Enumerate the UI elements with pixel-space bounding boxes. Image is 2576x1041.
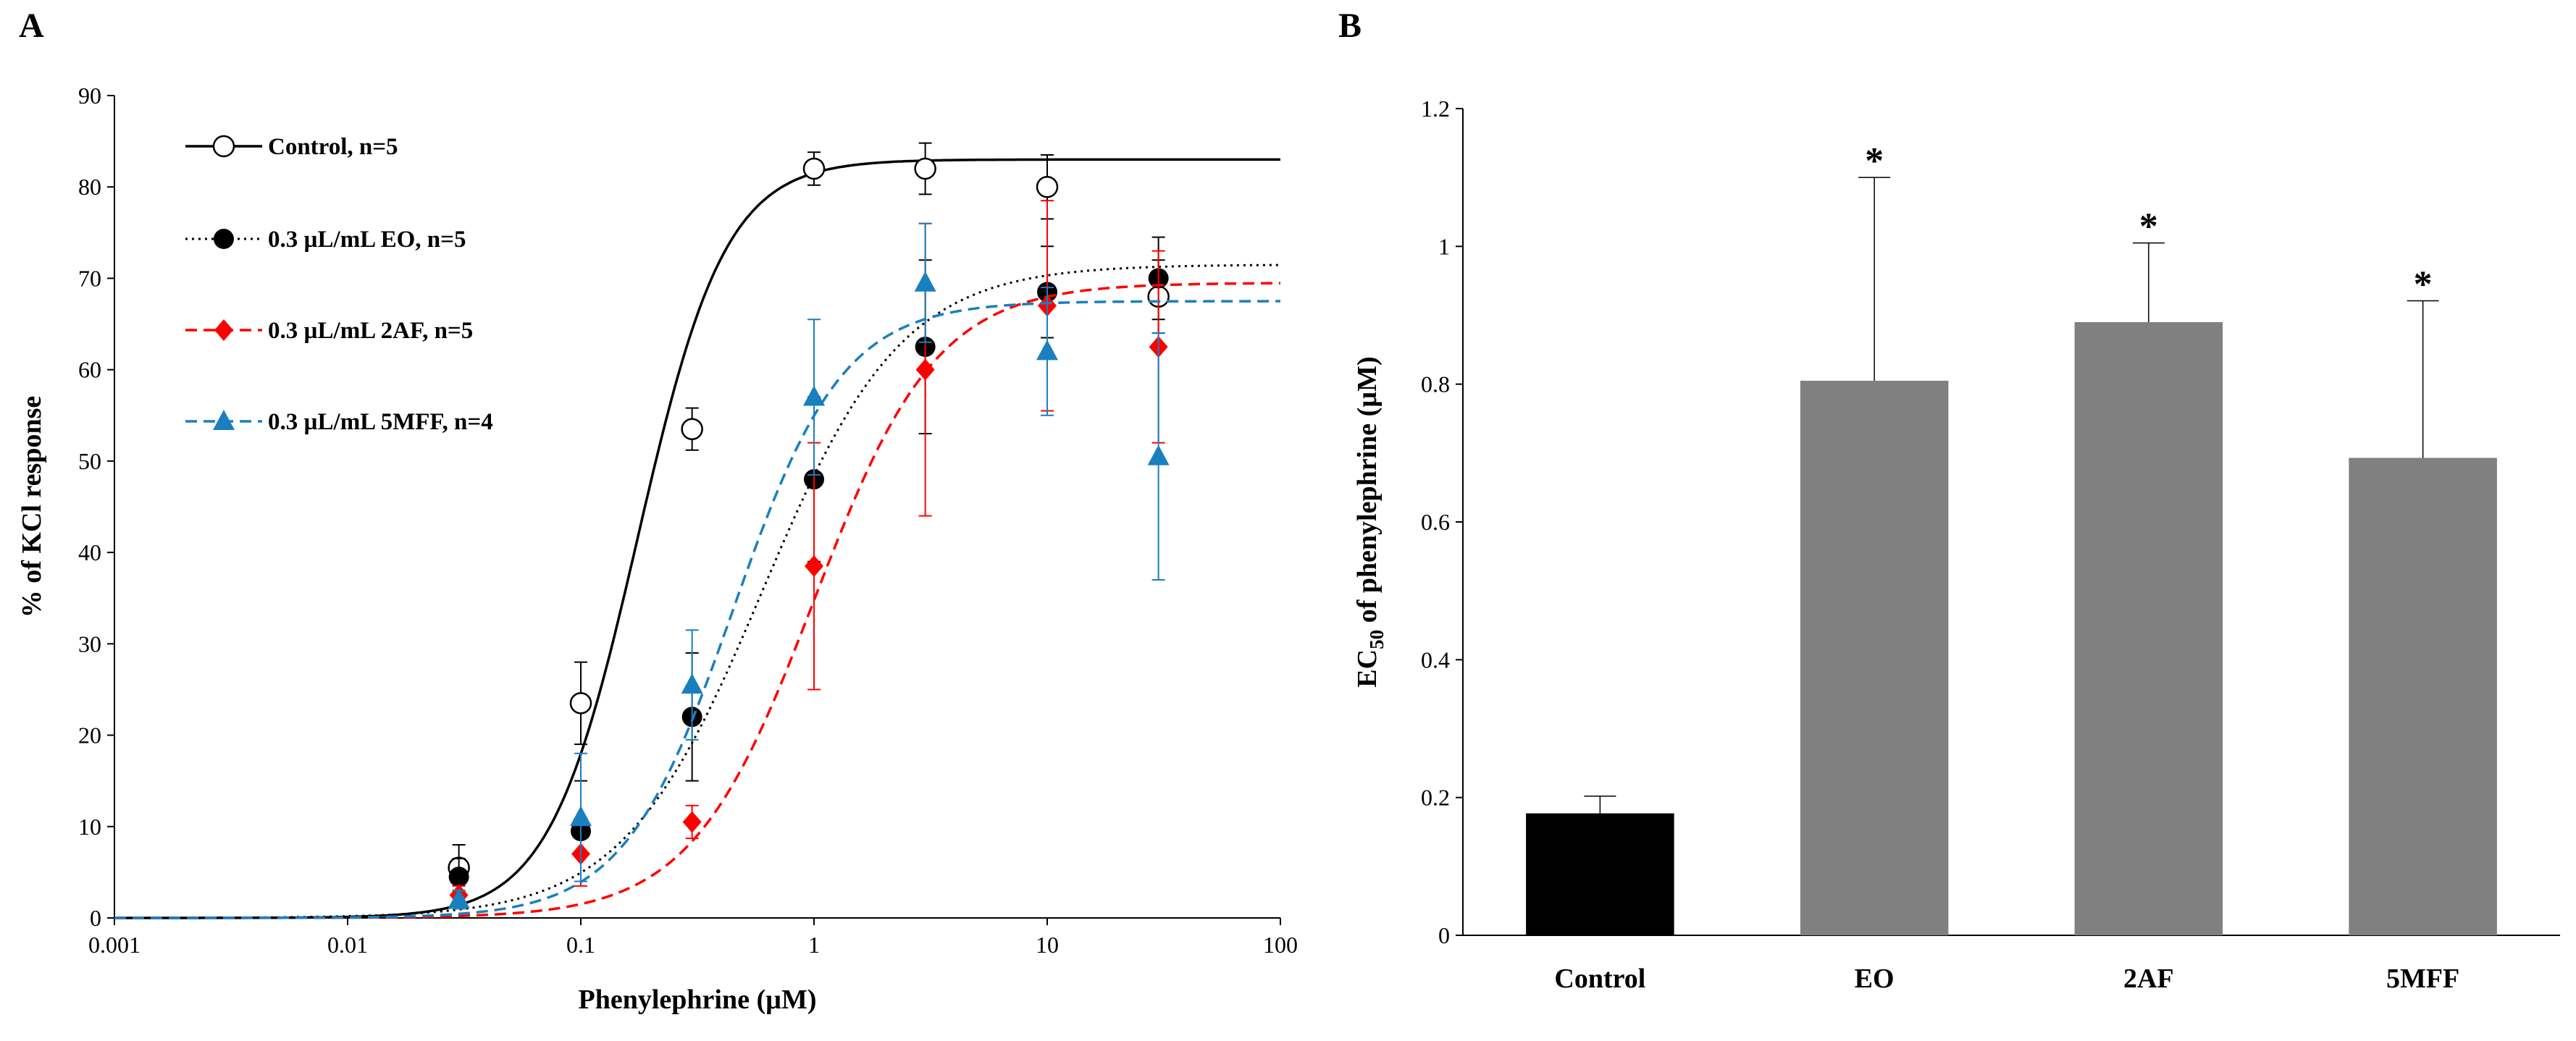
y-tick-label: 90	[78, 83, 101, 109]
significance-marker: *	[2414, 264, 2433, 305]
x-tick-label: 1	[808, 932, 820, 958]
legend-marker	[212, 135, 235, 158]
x-tick-label: 10	[1036, 932, 1059, 958]
panel-b-label: B	[1338, 7, 1362, 45]
legend-label: 0.3 µL/mL 5MFF, n=4	[268, 409, 493, 435]
x-tick-label: 100	[1263, 932, 1298, 958]
panel-a-label: A	[19, 7, 44, 45]
legend-marker	[213, 410, 235, 430]
data-point	[802, 157, 826, 180]
legend-label: Control, n=5	[268, 134, 398, 160]
data-point	[569, 692, 592, 715]
y-tick-label: 10	[78, 814, 101, 840]
data-point	[914, 157, 936, 180]
dose-response-chart: 0 10 20 30 40 50 60 70 80 90 0.001 0.01 0.1 1 10 100 Phe…	[17, 83, 1298, 1015]
data-point	[448, 888, 470, 909]
y-tick-label: 0	[90, 905, 101, 931]
y-tick-label: 40	[78, 539, 101, 565]
x-tick-label: Control	[1554, 964, 1645, 994]
data-point	[570, 806, 592, 827]
bar-2af	[2074, 322, 2223, 935]
y-tick-label: 0.4	[1421, 646, 1450, 673]
y-tick-label: 50	[78, 448, 101, 474]
x-tick-label: 2AF	[2123, 964, 2174, 994]
fit-curve	[114, 300, 1280, 919]
data-point	[914, 271, 936, 292]
series-4	[114, 222, 1280, 919]
data-point	[803, 385, 825, 406]
y-tick-label: 0	[1438, 922, 1450, 948]
significance-marker: *	[2139, 206, 2158, 248]
data-point	[1036, 340, 1058, 361]
significance-marker: *	[1865, 140, 1884, 182]
x-tick-label: 5MFF	[2386, 964, 2459, 994]
data-point	[681, 673, 703, 694]
y-tick-label: 1	[1438, 233, 1450, 259]
y-tick-label: 0.8	[1421, 371, 1450, 397]
y-tick-label: 80	[78, 174, 101, 200]
y-tick-label: 20	[78, 722, 101, 749]
data-point	[682, 811, 702, 833]
data-point	[1147, 444, 1170, 465]
data-point	[805, 555, 823, 578]
x-axis-label: Phenylephrine (µM)	[578, 985, 816, 1015]
y-tick-label: 60	[78, 357, 101, 383]
y-axis-label: % of KCl response	[17, 396, 47, 618]
x-tick-label: 0.01	[327, 932, 368, 958]
fit-curve	[114, 158, 1280, 919]
y-tick-label: 1.2	[1421, 96, 1450, 122]
data-point	[1036, 175, 1059, 198]
legend: Control, n=5 0.3 µL/mL EO, n=5 0.3 µL/mL 2…	[185, 134, 493, 435]
data-point	[915, 358, 935, 381]
x-tick-label: 0.001	[88, 932, 140, 958]
data-point	[448, 867, 469, 888]
data-point	[681, 418, 703, 440]
legend-label: 0.3 µL/mL 2AF, n=5	[268, 318, 473, 344]
y-tick-label: 0.6	[1421, 509, 1450, 535]
y-tick-label: 0.2	[1421, 785, 1450, 811]
legend-marker	[214, 319, 233, 341]
y-tick-label: 70	[78, 265, 101, 291]
x-tick-label: EO	[1855, 964, 1895, 994]
legend-label: 0.3 µL/mL EO, n=5	[268, 227, 466, 253]
bar-control	[1526, 813, 1674, 935]
fit-curve	[114, 282, 1280, 919]
legend-marker	[214, 229, 234, 249]
bar-eo	[1800, 380, 1949, 935]
x-tick-label: 0.1	[566, 932, 595, 958]
y-tick-label: 30	[78, 631, 101, 657]
bar-5mff	[2349, 458, 2497, 935]
y-axis-label: EC50 of phenylephrine (µM)	[1352, 356, 1388, 687]
